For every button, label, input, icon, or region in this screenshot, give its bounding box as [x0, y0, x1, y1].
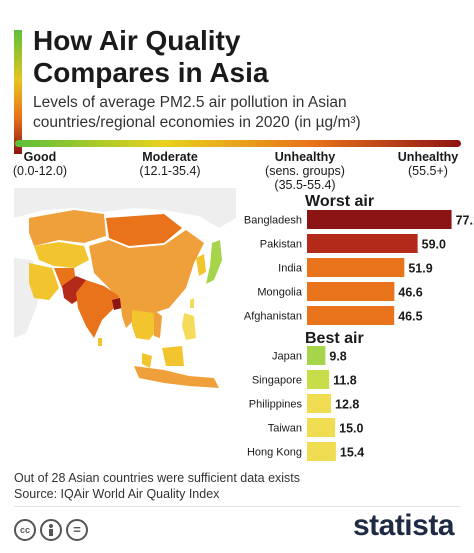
subtitle-line-1: Levels of average PM2.5 air pollution in… [33, 94, 347, 111]
footnote: Out of 28 Asian countries were sufficien… [14, 471, 301, 485]
asia-pollution-map [14, 188, 236, 412]
bar-category-label: Taiwan [268, 423, 302, 435]
bar-value-label: 59.0 [422, 238, 446, 252]
map-region-iran [29, 263, 59, 300]
bar-bangladesh [307, 210, 452, 229]
bar-category-label: Philippines [249, 399, 303, 411]
map-region-borneo [162, 346, 184, 366]
map-region-bangladesh [112, 298, 122, 310]
map-region-philippines [182, 313, 196, 340]
bar-mongolia [307, 282, 395, 301]
bar-afghanistan [307, 306, 395, 325]
bar-value-label: 46.6 [398, 286, 422, 300]
statista-logo[interactable]: statista [352, 509, 455, 542]
bar-singapore [307, 370, 330, 389]
footer-divider [14, 506, 460, 507]
cc-icon[interactable]: cc [14, 519, 36, 541]
bar-category-label: Mongolia [257, 287, 303, 299]
map-region-malaysia [142, 353, 152, 368]
map-region-myanmar [120, 298, 134, 328]
title-line-2: Compares in Asia [33, 57, 269, 88]
bar-category-label: Singapore [252, 375, 302, 387]
subtitle: Levels of average PM2.5 air pollution in… [33, 93, 453, 133]
bar-philippines [307, 394, 331, 413]
bar-hong-kong [307, 442, 336, 461]
scale-label-good: Good (0.0-12.0) [12, 150, 68, 178]
map-region-china [89, 230, 204, 316]
source-note: Source: IQAir World Air Quality Index [14, 487, 220, 501]
map-region-korea [196, 254, 206, 276]
title-line-1: How Air Quality [33, 25, 241, 56]
page-title: How Air Quality Compares in Asia [33, 25, 453, 89]
bar-category-label: Pakistan [260, 239, 302, 251]
bar-value-label: 15.4 [340, 446, 364, 460]
bar-value-label: 15.0 [339, 422, 363, 436]
nd-icon[interactable]: = [66, 519, 88, 541]
air-quality-scale-bar [15, 140, 461, 147]
map-region-kazakhstan [29, 210, 106, 246]
worst-air-heading: Worst air [305, 193, 375, 210]
map-region-taiwan [190, 298, 194, 308]
bar-value-label: 51.9 [408, 262, 432, 276]
best-air-heading: Best air [305, 330, 364, 347]
scale-label-unhealthy: Unhealthy (55.5+) [397, 150, 459, 178]
title-color-accent [14, 30, 22, 154]
bar-taiwan [307, 418, 336, 437]
map-region-russia [14, 188, 236, 228]
bar-value-label: 12.8 [335, 398, 359, 412]
scale-label-moderate: Moderate (12.1-35.4) [139, 150, 201, 178]
map-region-mongolia [106, 214, 182, 246]
bar-india [307, 258, 405, 277]
map-region-japan [206, 240, 222, 284]
bar-value-label: 9.8 [329, 350, 346, 364]
bar-value-label: 77.1 [456, 214, 474, 228]
map-region-vietnam [154, 310, 162, 338]
bar-pakistan [307, 234, 418, 253]
bar-category-label: Hong Kong [247, 447, 302, 459]
map-region-southeast-asia [132, 310, 159, 340]
map-region-india [76, 280, 119, 338]
bar-category-label: Afghanistan [244, 311, 302, 323]
bar-category-label: Japan [272, 351, 302, 363]
map-region-indonesia [134, 366, 219, 388]
map-region-central-asia [34, 242, 89, 268]
scale-label-unhealthy-sensitive: Unhealthy (sens. groups) (35.5-55.4) [265, 150, 345, 192]
map-region-sri-lanka [98, 338, 102, 346]
bar-value-label: 11.8 [333, 374, 357, 388]
bar-value-label: 46.5 [398, 310, 422, 324]
subtitle-line-2: countries/regional economies in 2020 (in… [33, 114, 361, 131]
bar-japan [307, 346, 326, 365]
by-icon[interactable] [40, 519, 62, 541]
bar-category-label: Bangladesh [244, 215, 302, 227]
bar-category-label: India [278, 263, 303, 275]
person-icon [49, 524, 53, 536]
